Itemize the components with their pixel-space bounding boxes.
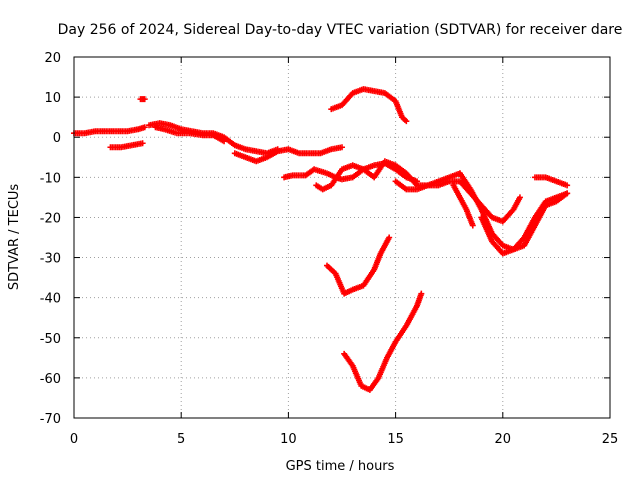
data-point — [339, 144, 345, 151]
series-arc-15 — [478, 190, 571, 257]
y-tick-label: -20 — [40, 211, 61, 226]
y-axis-label: SDTVAR / TECUs — [7, 184, 22, 291]
data-point — [139, 140, 146, 147]
series-arc-3 — [137, 96, 148, 103]
series-arc-5 — [152, 124, 228, 145]
y-tick-label: 20 — [44, 51, 61, 66]
data-point — [403, 118, 410, 125]
y-tick-label: -60 — [40, 372, 61, 387]
x-tick-label: 20 — [495, 432, 512, 447]
axis-ticks: 0 5 10 15 20 25 -70 -60 -50 -40 -30 -20 -10 0 10 20 — [40, 51, 619, 447]
x-tick-label: 15 — [387, 432, 404, 447]
series-arc-12 — [392, 178, 523, 225]
y-tick-label: -30 — [40, 252, 61, 267]
series-arc-4 — [146, 120, 281, 157]
x-axis-label: GPS time / hours — [286, 459, 395, 474]
series-arc-6 — [231, 144, 345, 165]
series-arc-10 — [323, 234, 393, 297]
y-tick-label: 0 — [53, 131, 61, 146]
y-tick-label: -40 — [40, 292, 61, 307]
data-point — [564, 182, 571, 189]
x-tick-label: 25 — [602, 432, 619, 447]
y-tick-label: -50 — [40, 332, 61, 347]
y-tick-label: -10 — [40, 171, 61, 186]
data-point — [418, 290, 425, 297]
data-point — [469, 222, 476, 229]
y-tick-label: -70 — [40, 412, 61, 427]
data-point — [564, 190, 571, 197]
series-arc-13 — [450, 182, 476, 229]
chart-title: Day 256 of 2024, Sidereal Day-to-day VTE… — [58, 22, 623, 38]
series-arc-11 — [341, 290, 425, 393]
data-point — [141, 124, 148, 131]
x-tick-label: 10 — [280, 432, 297, 447]
series-arc-16 — [531, 174, 571, 189]
series-arc-9 — [328, 86, 410, 125]
series-arc-1 — [71, 124, 148, 137]
y-tick-label: 10 — [44, 91, 61, 106]
series-arc-2 — [107, 140, 146, 151]
x-tick-label: 5 — [177, 432, 185, 447]
data-point — [516, 194, 523, 201]
plot-frame — [73, 56, 611, 419]
data-point — [141, 96, 148, 103]
series-arc-7 — [281, 160, 421, 185]
x-tick-label: 0 — [70, 432, 78, 447]
data-point — [221, 138, 228, 145]
data-point — [386, 234, 393, 241]
data-series — [71, 86, 571, 393]
